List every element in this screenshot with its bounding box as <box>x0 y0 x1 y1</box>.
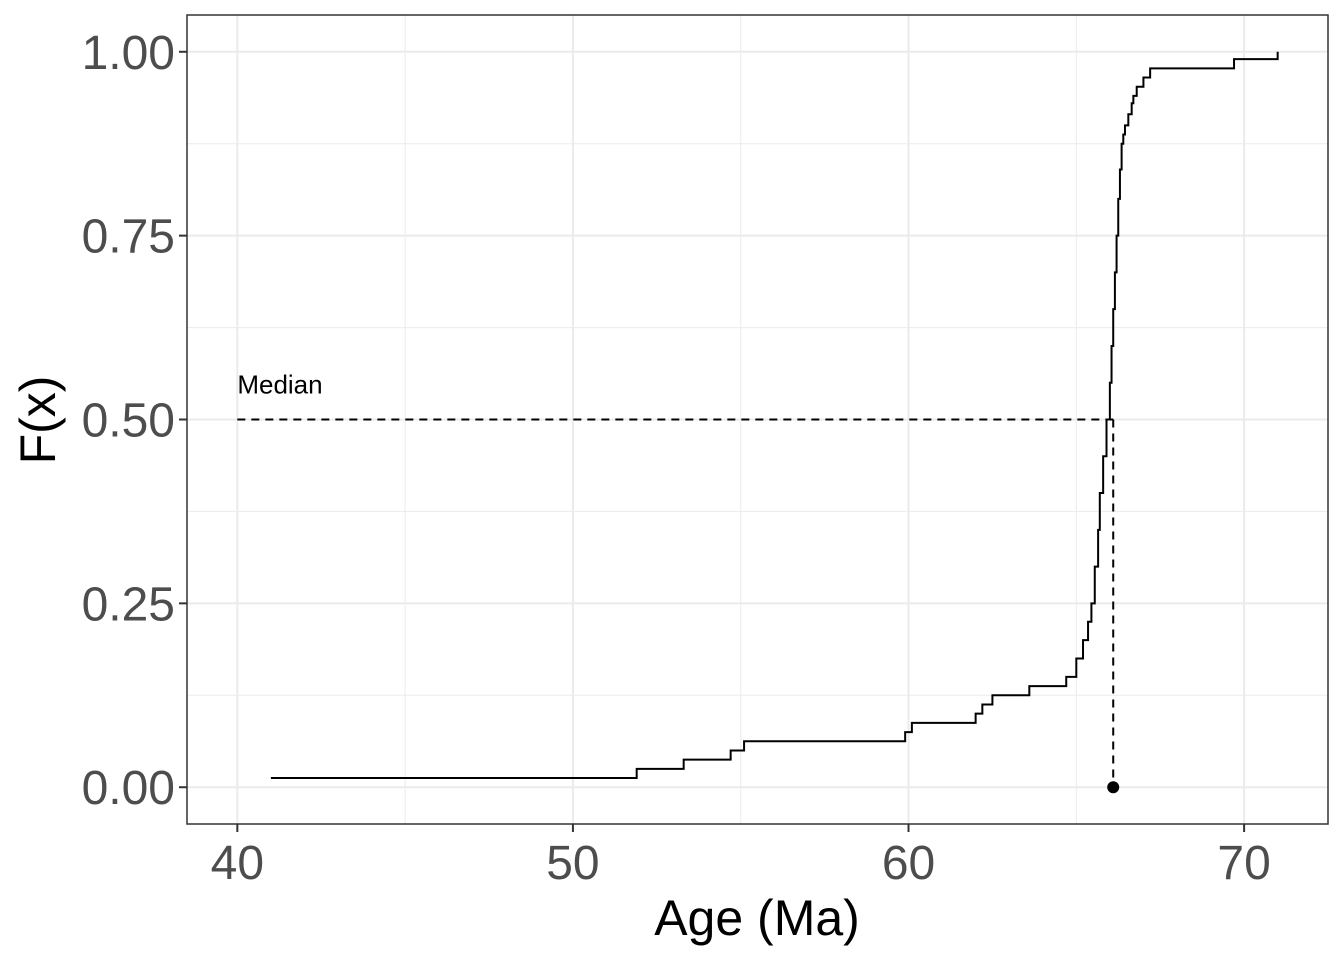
x-axis-title: Age (Ma) <box>654 890 860 946</box>
median-point <box>1107 781 1120 794</box>
y-tick-label: 0.25 <box>82 578 175 631</box>
x-tick-label: 60 <box>882 837 935 890</box>
y-tick-label: 0.50 <box>82 395 175 448</box>
y-axis: 0.00 0.25 0.50 0.75 1.00 <box>82 27 187 815</box>
x-axis: 40 50 60 70 <box>211 824 1271 890</box>
median-label: Median <box>237 370 322 400</box>
x-tick-label: 70 <box>1217 837 1270 890</box>
median-marker-group: Median <box>237 370 1120 794</box>
y-tick-label: 0.00 <box>82 762 175 815</box>
x-tick-label: 50 <box>546 837 599 890</box>
ecdf-step-line <box>270 51 1279 780</box>
y-tick-label: 0.75 <box>82 211 175 264</box>
y-tick-label: 1.00 <box>82 27 175 80</box>
y-axis-title: F(x) <box>10 376 66 465</box>
x-tick-label: 40 <box>211 837 264 890</box>
ecdf-series <box>270 51 1279 780</box>
